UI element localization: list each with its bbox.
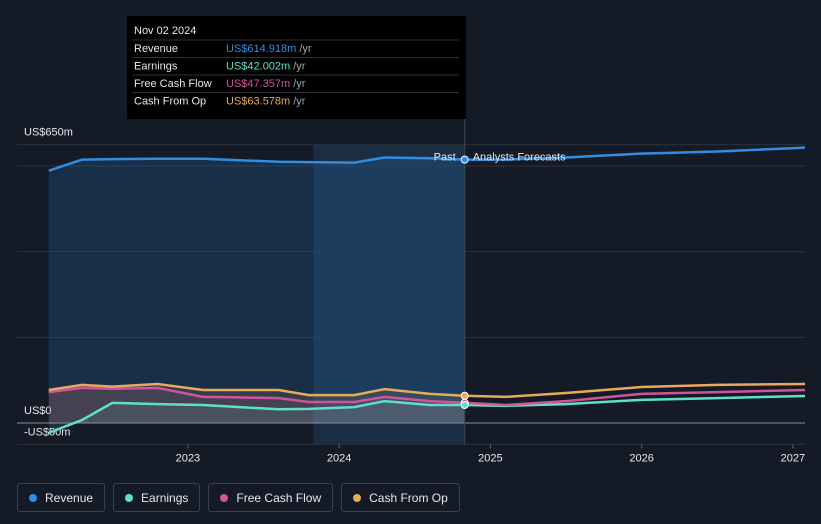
hover-marker	[460, 391, 469, 400]
legend-label: Revenue	[45, 490, 94, 505]
legend-swatch	[29, 493, 37, 502]
x-tick-label: 2027	[781, 452, 805, 464]
y-tick-label: US$650m	[24, 127, 73, 139]
series-area	[48, 384, 465, 423]
tooltip-label: Revenue	[134, 43, 178, 55]
tooltip-label: Earnings	[134, 60, 178, 72]
legend-swatch	[353, 493, 362, 502]
series-area	[48, 401, 465, 433]
tooltip-value: US$47.357m/yr	[226, 78, 306, 90]
tooltip-unit: /yr	[293, 78, 306, 90]
tooltip-value-text: US$614.918m	[226, 43, 296, 55]
x-tick-label: 2026	[629, 452, 653, 464]
forecast-label: Analysts Forecasts	[473, 152, 566, 164]
series-area	[48, 387, 465, 423]
legend-item[interactable]: Cash From Op	[341, 483, 460, 512]
tooltip: Nov 02 2024 Revenue US$614.918m/yr Earnings…	[127, 16, 466, 119]
tooltip-unit: /yr	[299, 43, 312, 55]
legend-label: Free Cash Flow	[236, 490, 322, 505]
legend-label: Earnings	[141, 490, 189, 505]
tooltip-unit: /yr	[293, 60, 306, 72]
tooltip-value: US$614.918m/yr	[226, 43, 312, 55]
series-line	[48, 382, 806, 399]
tooltip-value: US$42.002m/yr	[226, 60, 306, 72]
tooltip-value-text: US$63.578m	[226, 95, 290, 107]
legend-item[interactable]: Free Cash Flow	[208, 483, 334, 512]
legend-swatch	[220, 493, 229, 502]
legend-item[interactable]: Earnings	[113, 483, 201, 512]
x-tick-label: 2024	[327, 452, 351, 464]
tooltip-box	[127, 16, 466, 119]
series-line	[48, 394, 806, 435]
x-tick-label: 2023	[176, 452, 200, 464]
tooltip-value: US$63.578m/yr	[226, 95, 306, 107]
past-label: Past	[434, 152, 456, 164]
hover-marker	[460, 155, 469, 164]
x-tick-label: 2025	[478, 452, 502, 464]
legend-item[interactable]: Revenue	[17, 483, 106, 512]
legend-label: Cash From Op	[369, 490, 448, 505]
tooltip-date: Nov 02 2024	[134, 25, 196, 37]
series-line	[48, 386, 806, 407]
tooltip-unit: /yr	[293, 95, 306, 107]
series-line	[48, 146, 806, 172]
tooltip-value-text: US$47.357m	[226, 78, 290, 90]
legend: Revenue Earnings Free Cash Flow Cash From O…	[17, 483, 460, 512]
legend-swatch	[125, 493, 134, 502]
y-tick-label: US$0	[24, 405, 52, 417]
series-area	[48, 157, 465, 423]
tooltip-label: Free Cash Flow	[134, 78, 212, 90]
hover-marker	[460, 400, 469, 409]
tooltip-value-text: US$42.002m	[226, 60, 290, 72]
tooltip-label: Cash From Op	[134, 95, 206, 107]
